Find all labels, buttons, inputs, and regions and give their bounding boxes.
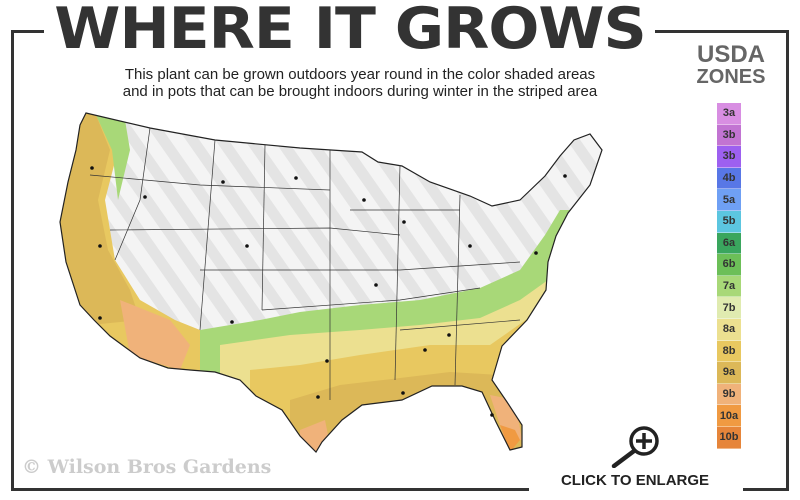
legend-title: USDA ZONES [676,41,786,89]
legend-zone-5a: 5a [717,189,741,211]
legend-zone-9a: 9a [717,362,741,384]
legend-zone-3a: 3a [717,103,741,125]
zone-7a-west [96,115,130,200]
legend-zone-7b: 7b [717,297,741,319]
zone-legend: 3a 3b 3b 4b 5a 5b 6a 6b 7a 7b 8a 8b 9a 9b 10a 10b [717,103,741,449]
click-to-enlarge-button[interactable]: CLICK TO ENLARGE [560,472,710,489]
zoom-in-icon[interactable] [608,422,664,468]
frame-line [655,30,789,33]
legend-zone-6b: 6b [717,254,741,276]
subtitle: This plant can be grown outdoors year ro… [40,66,680,100]
legend-zone-7a: 7a [717,275,741,298]
legend-title-line-2: ZONES [696,66,766,88]
subtitle-line-1: This plant can be grown outdoors year ro… [124,66,596,83]
zone-9b-gulf [300,395,522,452]
state-borders [89,127,521,400]
frame-line [11,488,529,491]
city-markers [90,166,567,417]
legend-zone-6a: 6a [717,232,741,255]
legend-zone-9b: 9b [717,383,741,406]
legend-zone-3b: 3b [717,124,741,147]
subtitle-line-2: and in pots that can be brought indoors … [122,83,598,100]
page-title: WHERE IT GROWS [54,0,646,63]
frame-line [786,30,789,491]
legend-title-line-1: USDA [696,41,765,68]
legend-zone-4b: 4b [717,167,741,190]
legend-zone-5b: 5b [717,210,741,233]
frame-line [743,488,789,491]
frame-line [11,30,44,33]
zone-9b-southwest [120,300,190,370]
legend-zone-8a: 8a [717,318,741,341]
legend-zone-3b: 3b [717,146,741,168]
legend-zone-10a: 10a [717,405,741,427]
legend-zone-10b: 10b [717,426,741,449]
legend-zone-8b: 8b [717,340,741,363]
frame-line [11,30,14,491]
copyright-watermark: © Wilson Bros Gardens [22,456,272,478]
zone-10a-florida [500,425,520,452]
